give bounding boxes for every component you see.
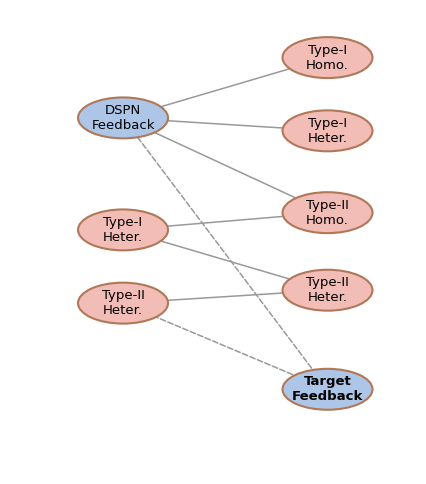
- Ellipse shape: [282, 37, 372, 78]
- Text: Type-II
Heter.: Type-II Heter.: [306, 276, 349, 304]
- Text: Type-II
Homo.: Type-II Homo.: [306, 198, 349, 227]
- Ellipse shape: [78, 283, 168, 324]
- Ellipse shape: [78, 97, 168, 138]
- Ellipse shape: [282, 270, 372, 311]
- Text: Target
Feedback: Target Feedback: [292, 375, 363, 403]
- Text: Type-I
Heter.: Type-I Heter.: [103, 216, 143, 244]
- Ellipse shape: [282, 192, 372, 233]
- Text: Type-I
Heter.: Type-I Heter.: [308, 117, 348, 145]
- Ellipse shape: [282, 369, 372, 410]
- Ellipse shape: [282, 110, 372, 151]
- Ellipse shape: [78, 210, 168, 250]
- Text: DSPN
Feedback: DSPN Feedback: [91, 104, 155, 132]
- Text: Type-II
Heter.: Type-II Heter.: [101, 289, 144, 317]
- Text: Type-I
Homo.: Type-I Homo.: [306, 44, 349, 72]
